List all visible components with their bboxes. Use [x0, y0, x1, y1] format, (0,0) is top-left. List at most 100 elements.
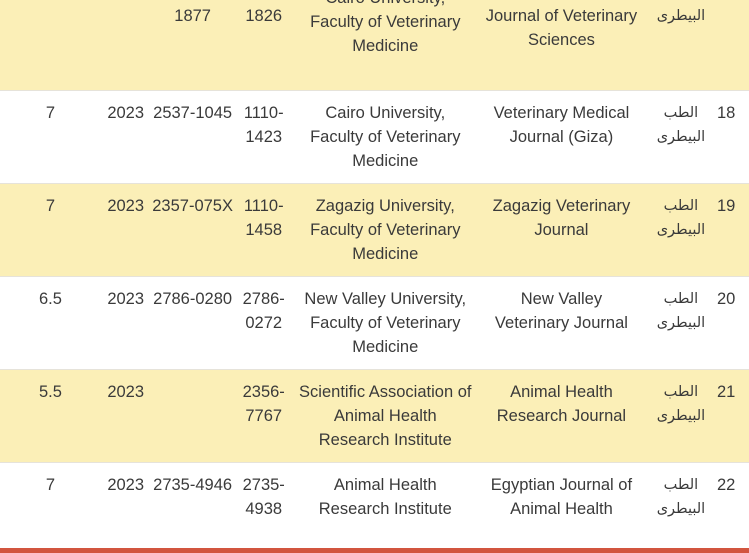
cell-year: 2023	[100, 276, 151, 370]
cell-publisher: Animal Health Research Institute	[292, 462, 478, 549]
cell-row-number-text: 21	[716, 382, 736, 401]
cell-publisher-text: New Valley University, Faculty of Veteri…	[304, 289, 467, 356]
cell-issn-text: 1110-1458	[243, 196, 284, 239]
cell-field: البيطرى	[644, 0, 717, 91]
cell-eissn-text: 2735-4946	[153, 475, 233, 494]
cell-score-text: 7	[45, 475, 56, 494]
cell-field-text: الطب البيطرى	[656, 290, 706, 331]
cell-field: الطب البيطرى	[644, 462, 717, 549]
cell-journal-name-text: Veterinary Medical Journal (Giza)	[493, 103, 630, 146]
cell-eissn-text: 1877	[174, 7, 211, 25]
cell-eissn: 2735-4946	[150, 462, 235, 549]
cell-score-text: 6.5	[39, 289, 62, 308]
cell-row-number-text: 20	[716, 289, 736, 308]
cell-row-number-text: 18	[716, 103, 736, 122]
cell-issn-text: 2786-0272	[242, 289, 285, 332]
cell-field-text: الطب البيطرى	[656, 104, 706, 145]
cell-row-number: 21	[716, 369, 749, 463]
cell-score	[0, 0, 101, 91]
cell-score-text: 7	[45, 103, 56, 122]
cell-field-text: الطب البيطرى	[656, 197, 706, 238]
table-row: 7 2023 2537-1045 1110-1423 Cairo University,…	[0, 90, 749, 184]
cell-journal-name-text: Zagazig Veterinary Journal	[492, 196, 631, 239]
cell-journal-name: Journal of Veterinary Sciences	[477, 0, 645, 91]
cell-eissn-text: 2357-075X	[152, 196, 233, 215]
cell-score: 7	[0, 183, 101, 277]
cell-row-number: 20	[716, 276, 749, 370]
cell-field-text: البيطرى	[656, 8, 706, 24]
cell-journal-name-text: Animal Health Research Journal	[496, 382, 627, 425]
cell-year-text: 2023	[107, 289, 145, 308]
cell-publisher: Cairo University, Faculty of Veterinary M…	[292, 0, 478, 91]
cell-issn: 1826	[234, 0, 293, 91]
cell-publisher-text: Zagazig University, Faculty of Veterinar…	[310, 196, 461, 263]
cell-publisher-text: Cairo University, Faculty of Veterinary …	[310, 103, 461, 170]
cell-journal-name-text: New Valley Veterinary Journal	[494, 289, 628, 332]
cell-year: 2023	[100, 369, 151, 463]
table-row: 7 2023 2735-4946 2735-4938 Animal Health Res…	[0, 462, 749, 549]
table-row: 1877 1826 Cairo University, Faculty of Vete…	[0, 0, 749, 91]
cell-issn: 2786-0272	[234, 276, 293, 370]
cell-publisher: Zagazig University, Faculty of Veterinar…	[292, 183, 478, 277]
cell-issn: 2735-4938	[234, 462, 293, 549]
cell-score-text: 5.5	[39, 382, 62, 401]
cell-publisher: Cairo University, Faculty of Veterinary …	[292, 90, 478, 184]
publisher-clipped-line: Cairo University,	[297, 0, 474, 10]
cell-row-number-text: 19	[716, 196, 736, 215]
cell-year: 2023	[100, 183, 151, 277]
cell-year-text: 2023	[107, 475, 145, 494]
cell-publisher-text: Scientific Association of Animal Health …	[299, 382, 472, 449]
cell-year-text	[101, 8, 150, 18]
cell-publisher-text: Animal Health Research Institute	[318, 475, 452, 518]
cell-journal-name: Zagazig Veterinary Journal	[477, 183, 645, 277]
cell-journal-name: New Valley Veterinary Journal	[477, 276, 645, 370]
cell-eissn: 1877	[150, 0, 235, 91]
cell-issn-text: 1826	[245, 7, 283, 25]
cell-field-text: الطب البيطرى	[656, 383, 706, 424]
cell-score-text: 7	[45, 196, 56, 215]
cell-eissn	[150, 369, 235, 463]
cell-publisher: Scientific Association of Animal Health …	[292, 369, 478, 463]
cell-eissn-text: 2537-1045	[153, 103, 233, 122]
cell-publisher: New Valley University, Faculty of Veteri…	[292, 276, 478, 370]
cell-eissn: 2537-1045	[150, 90, 235, 184]
cell-journal-name-text: Journal of Veterinary Sciences	[485, 7, 638, 49]
cell-score-text	[0, 8, 101, 18]
cell-issn: 1110-1458	[234, 183, 293, 277]
cell-year: 2023	[100, 462, 151, 549]
cell-field: الطب البيطرى	[644, 369, 717, 463]
cell-row-number: 22	[716, 462, 749, 549]
cell-year	[100, 0, 151, 91]
cell-issn-text: 2356-7767	[242, 382, 285, 425]
footer-bar	[0, 548, 749, 553]
cell-score: 7	[0, 90, 101, 184]
cell-row-number-text: 22	[716, 475, 736, 494]
cell-year-text: 2023	[107, 382, 145, 401]
table-row: 7 2023 2357-075X 1110-1458 Zagazig Universit…	[0, 183, 749, 277]
cell-field-text: الطب البيطرى	[656, 476, 706, 517]
cell-row-number: 18	[716, 90, 749, 184]
cell-issn: 2356-7767	[234, 369, 293, 463]
table-row: 6.5 2023 2786-0280 2786-0272 New Valley Univ…	[0, 276, 749, 370]
publisher-visible-lines: Faculty of Veterinary Medicine	[310, 13, 461, 55]
cell-field: الطب البيطرى	[644, 183, 717, 277]
cell-eissn-text: 2786-0280	[153, 289, 233, 308]
cell-row-number-text	[717, 8, 749, 18]
cell-publisher-text: Cairo University, Faculty of Veterinary M…	[297, 0, 474, 68]
cell-row-number: 19	[716, 183, 749, 277]
cell-journal-name: Animal Health Research Journal	[477, 369, 645, 463]
cell-field: الطب البيطرى	[644, 90, 717, 184]
table-row: 5.5 2023 2356-7767 Scientific Association o…	[0, 369, 749, 463]
cell-score: 5.5	[0, 369, 101, 463]
cell-year: 2023	[100, 90, 151, 184]
cell-eissn: 2357-075X	[150, 183, 235, 277]
cell-issn-text: 1110-1423	[243, 103, 284, 146]
cell-eissn: 2786-0280	[150, 276, 235, 370]
cell-field: الطب البيطرى	[644, 276, 717, 370]
cell-journal-name-text: Egyptian Journal of Animal Health	[490, 475, 633, 518]
cell-issn-text: 2735-4938	[242, 475, 285, 518]
cell-score: 6.5	[0, 276, 101, 370]
